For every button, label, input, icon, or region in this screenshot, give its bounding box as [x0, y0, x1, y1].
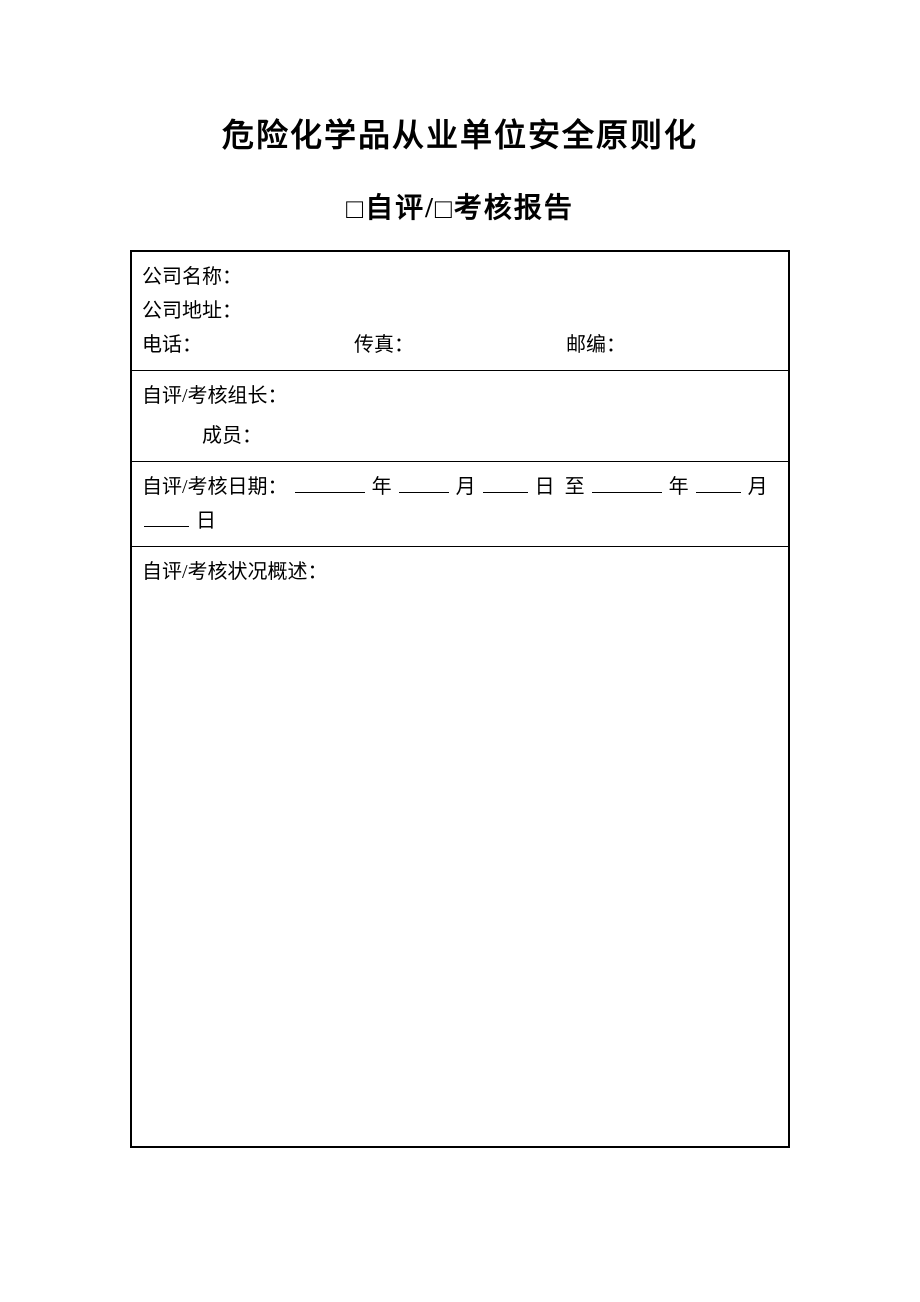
leader-label: 自评/考核组长：	[142, 379, 778, 413]
title-main-text: 危险化学品从业单位安全原则化	[222, 117, 698, 153]
checkbox-icon: □	[346, 193, 365, 225]
company-name-label: 公司名称：	[142, 260, 778, 294]
month-char2: 月	[748, 476, 768, 498]
company-info-cell: 公司名称： 公司地址： 电话： 传真： 邮编：	[131, 251, 789, 371]
to-char: 至	[565, 476, 585, 498]
blank-day2	[144, 507, 189, 527]
phone-label: 电话：	[142, 328, 354, 362]
contact-row: 电话： 传真： 邮编：	[142, 328, 778, 362]
blank-month2	[696, 473, 741, 493]
blank-month1	[399, 473, 449, 493]
day-char2: 日	[196, 510, 216, 532]
blank-year1	[295, 473, 365, 493]
date-label: 自评/考核日期：	[142, 476, 288, 498]
document-subtitle: □自评/□考核报告	[130, 186, 790, 226]
checkbox-icon: □	[435, 193, 454, 225]
subtitle-assess: 考核报告	[454, 193, 574, 224]
zip-label: 邮编：	[566, 328, 778, 362]
members-label: 成员：	[142, 419, 262, 453]
document-title: 危险化学品从业单位安全原则化	[130, 110, 790, 156]
year-char2: 年	[669, 476, 689, 498]
blank-day1	[483, 473, 528, 493]
year-char: 年	[372, 476, 392, 498]
subtitle-self: 自评	[365, 193, 425, 224]
month-char: 月	[456, 476, 476, 498]
blank-year2	[592, 473, 662, 493]
form-table: 公司名称： 公司地址： 电话： 传真： 邮编： 自评/考核组长： 成员： 自评/…	[130, 250, 790, 1148]
day-char: 日	[535, 476, 555, 498]
date-cell: 自评/考核日期： 年 月 日 至 年 月 日	[131, 462, 789, 547]
company-address-label: 公司地址：	[142, 294, 778, 328]
fax-label: 传真：	[354, 328, 566, 362]
subtitle-sep: /	[425, 193, 435, 224]
team-cell: 自评/考核组长： 成员：	[131, 371, 789, 462]
overview-label: 自评/考核状况概述：	[142, 555, 778, 589]
overview-cell: 自评/考核状况概述：	[131, 547, 789, 1147]
